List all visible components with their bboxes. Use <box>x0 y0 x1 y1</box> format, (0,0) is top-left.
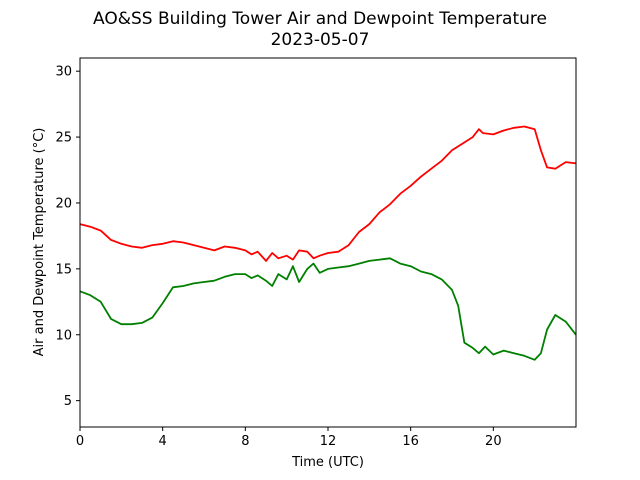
x-tick-label: 12 <box>320 434 337 449</box>
x-axis-label: Time (UTC) <box>291 455 364 470</box>
x-tick-label: 20 <box>485 434 502 449</box>
y-axis: 5 10 15 20 25 30 <box>55 65 80 409</box>
y-tick-label: 15 <box>55 262 72 277</box>
y-axis-label: Air and Dewpoint Temperature (°C) <box>32 128 47 357</box>
x-tick-label: 4 <box>159 434 167 449</box>
x-tick-label: 0 <box>76 434 84 449</box>
y-tick-label: 10 <box>55 328 72 343</box>
y-tick-label: 5 <box>64 394 72 409</box>
x-axis: 0 4 8 12 16 20 <box>76 427 502 449</box>
plot-frame <box>79 57 577 428</box>
y-tick-label: 30 <box>55 65 72 80</box>
series-line-0 <box>79 125 577 262</box>
x-tick-label: 8 <box>241 434 249 449</box>
x-tick-label: 16 <box>402 434 419 449</box>
y-tick-label: 20 <box>55 196 72 211</box>
y-tick-label: 25 <box>55 131 72 146</box>
chart-subtitle: 2023-05-07 <box>271 30 370 50</box>
series-line-1 <box>79 257 577 361</box>
plot-lines <box>79 125 577 361</box>
chart-title: AO&SS Building Tower Air and Dewpoint Te… <box>93 9 547 29</box>
